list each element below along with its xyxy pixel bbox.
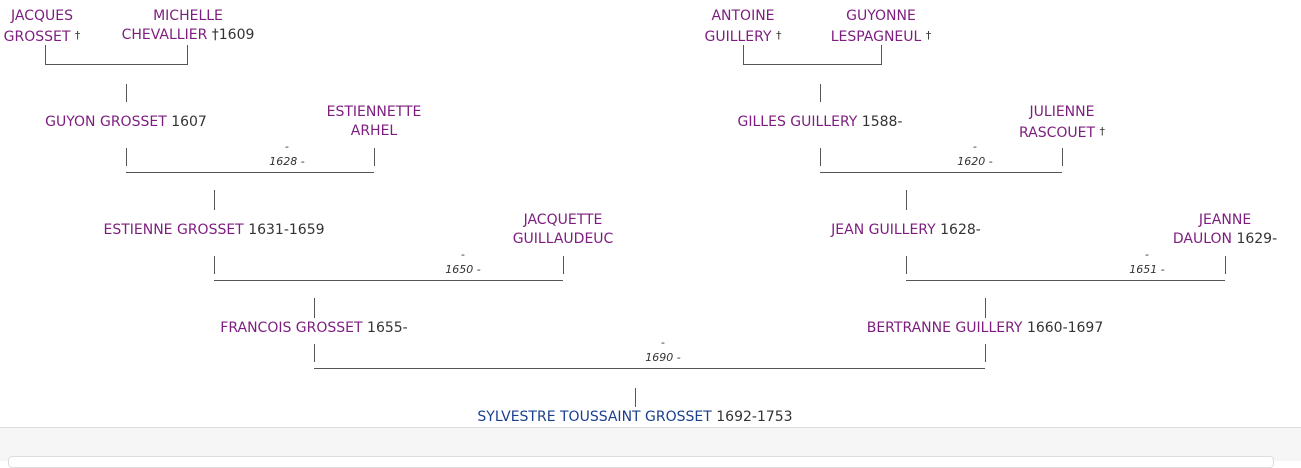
- person: GILLES GUILLERY 1588-: [660, 113, 980, 132]
- name-line: RASCOUET †: [902, 122, 1222, 143]
- marriage-date: 1620 -: [957, 155, 993, 168]
- person-name[interactable]: FRANCOIS GROSSET: [220, 320, 363, 336]
- person-name[interactable]: SYLVESTRE TOUSSAINT GROSSET: [477, 409, 712, 425]
- marriage-separator: -: [461, 248, 465, 261]
- person-name[interactable]: ARHEL: [350, 123, 398, 139]
- person-name[interactable]: LESPAGNEUL: [830, 29, 922, 45]
- person-dates: 1655-: [367, 320, 408, 336]
- person: ANTOINE GUILLERY †: [583, 7, 903, 47]
- person-dates: 1628-: [940, 222, 981, 238]
- person: ESTIENNE GROSSET 1631-1659: [54, 221, 374, 240]
- name-line: LESPAGNEUL †: [721, 26, 1041, 47]
- marriage-separator: -: [661, 336, 665, 349]
- person-name[interactable]: DAULON: [1172, 231, 1232, 247]
- person-dates: †: [925, 29, 932, 42]
- person-dates: †: [1099, 125, 1106, 138]
- person-dates: 1588-: [861, 114, 903, 130]
- name-line: MICHELLE: [28, 7, 348, 26]
- marriage-date: 1650 -: [445, 263, 481, 276]
- name-line: JEANNE: [1065, 211, 1301, 230]
- person-name[interactable]: ESTIENNE GROSSET: [103, 222, 244, 238]
- footer-box: [8, 456, 1274, 468]
- name-line: ESTIENNE GROSSET 1631-1659: [54, 221, 374, 240]
- person-dates: 1629-: [1236, 231, 1278, 247]
- name-line: ESTIENNETTE: [214, 103, 534, 122]
- name-line: GUILLERY †: [583, 26, 903, 47]
- person: JACQUES GROSSET †: [0, 7, 202, 47]
- person-dates: 1631-1659: [248, 222, 325, 238]
- marriage-date: 1651 -: [1129, 263, 1165, 276]
- person: JEAN GUILLERY 1628-: [746, 221, 1066, 240]
- person-dates: †1609: [211, 27, 255, 43]
- person-dates: †: [776, 29, 782, 42]
- person-name[interactable]: JEAN GUILLERY: [831, 222, 936, 238]
- person: ESTIENNETTE ARHEL: [214, 103, 534, 141]
- person-name[interactable]: CHEVALLIER: [121, 27, 208, 43]
- person: GUYONNE LESPAGNEUL †: [721, 7, 1041, 47]
- person-dates: 1660-1697: [1026, 320, 1104, 336]
- name-line: SYLVESTRE TOUSSAINT GROSSET 1692-1753: [475, 408, 795, 427]
- name-line: CHEVALLIER †1609: [28, 26, 348, 45]
- name-line: BERTRANNE GUILLERY 1660-1697: [825, 319, 1145, 338]
- person-name[interactable]: BERTRANNE GUILLERY: [866, 320, 1023, 336]
- person-name[interactable]: JEANNE: [1198, 212, 1252, 228]
- parent-bracket: [45, 45, 188, 65]
- person-name[interactable]: GROSSET: [3, 29, 71, 45]
- person-name[interactable]: JACQUETTE: [523, 212, 603, 228]
- person: GUYON GROSSET 1607: [0, 113, 286, 132]
- person: BERTRANNE GUILLERY 1660-1697: [825, 319, 1145, 338]
- person-dates: †: [74, 29, 81, 42]
- person-name[interactable]: GUILLERY: [704, 29, 772, 45]
- person-name[interactable]: MICHELLE: [153, 8, 223, 24]
- person-name[interactable]: GUILLAUDEUC: [512, 231, 614, 247]
- name-line: JACQUETTE: [403, 211, 723, 230]
- name-line: ARHEL: [214, 122, 534, 141]
- person: SYLVESTRE TOUSSAINT GROSSET 1692-1753: [475, 408, 795, 427]
- person-name[interactable]: GUYON GROSSET: [45, 114, 167, 130]
- person: JEANNE DAULON 1629-: [1065, 211, 1301, 249]
- person-name[interactable]: GILLES GUILLERY: [737, 114, 858, 130]
- name-line: GUILLAUDEUC: [403, 230, 723, 249]
- person: JULIENNE RASCOUET †: [902, 103, 1222, 143]
- person-name[interactable]: ANTOINE: [711, 8, 775, 24]
- name-line: JACQUES: [0, 7, 202, 26]
- marriage-separator: -: [285, 140, 289, 153]
- person-name[interactable]: JACQUES: [11, 8, 73, 24]
- person-dates: 1692-1753: [716, 409, 793, 425]
- person: FRANCOIS GROSSET 1655-: [154, 319, 474, 338]
- marriage-date: 1628 -: [269, 155, 305, 168]
- marriage-separator: -: [973, 140, 977, 153]
- name-line: GILLES GUILLERY 1588-: [660, 113, 980, 132]
- name-line: ANTOINE: [583, 7, 903, 26]
- person-name[interactable]: RASCOUET: [1018, 125, 1096, 141]
- name-line: JULIENNE: [902, 103, 1222, 122]
- name-line: JEAN GUILLERY 1628-: [746, 221, 1066, 240]
- footer: [0, 427, 1301, 468]
- name-line: DAULON 1629-: [1065, 230, 1301, 249]
- marriage-date: 1690 -: [645, 351, 681, 364]
- name-line: GUYONNE: [721, 7, 1041, 26]
- name-line: FRANCOIS GROSSET 1655-: [154, 319, 474, 338]
- marriage-separator: -: [1145, 248, 1149, 261]
- person: JACQUETTE GUILLAUDEUC: [403, 211, 723, 249]
- person-name[interactable]: JULIENNE: [1029, 104, 1095, 120]
- name-line: GUYON GROSSET 1607: [0, 113, 286, 132]
- person-name[interactable]: ESTIENNETTE: [326, 104, 422, 120]
- person: MICHELLE CHEVALLIER †1609: [28, 7, 348, 45]
- name-line: GROSSET †: [0, 26, 202, 47]
- person-dates: 1607: [171, 114, 207, 130]
- person-name[interactable]: GUYONNE: [846, 8, 916, 24]
- parent-bracket: [743, 45, 882, 65]
